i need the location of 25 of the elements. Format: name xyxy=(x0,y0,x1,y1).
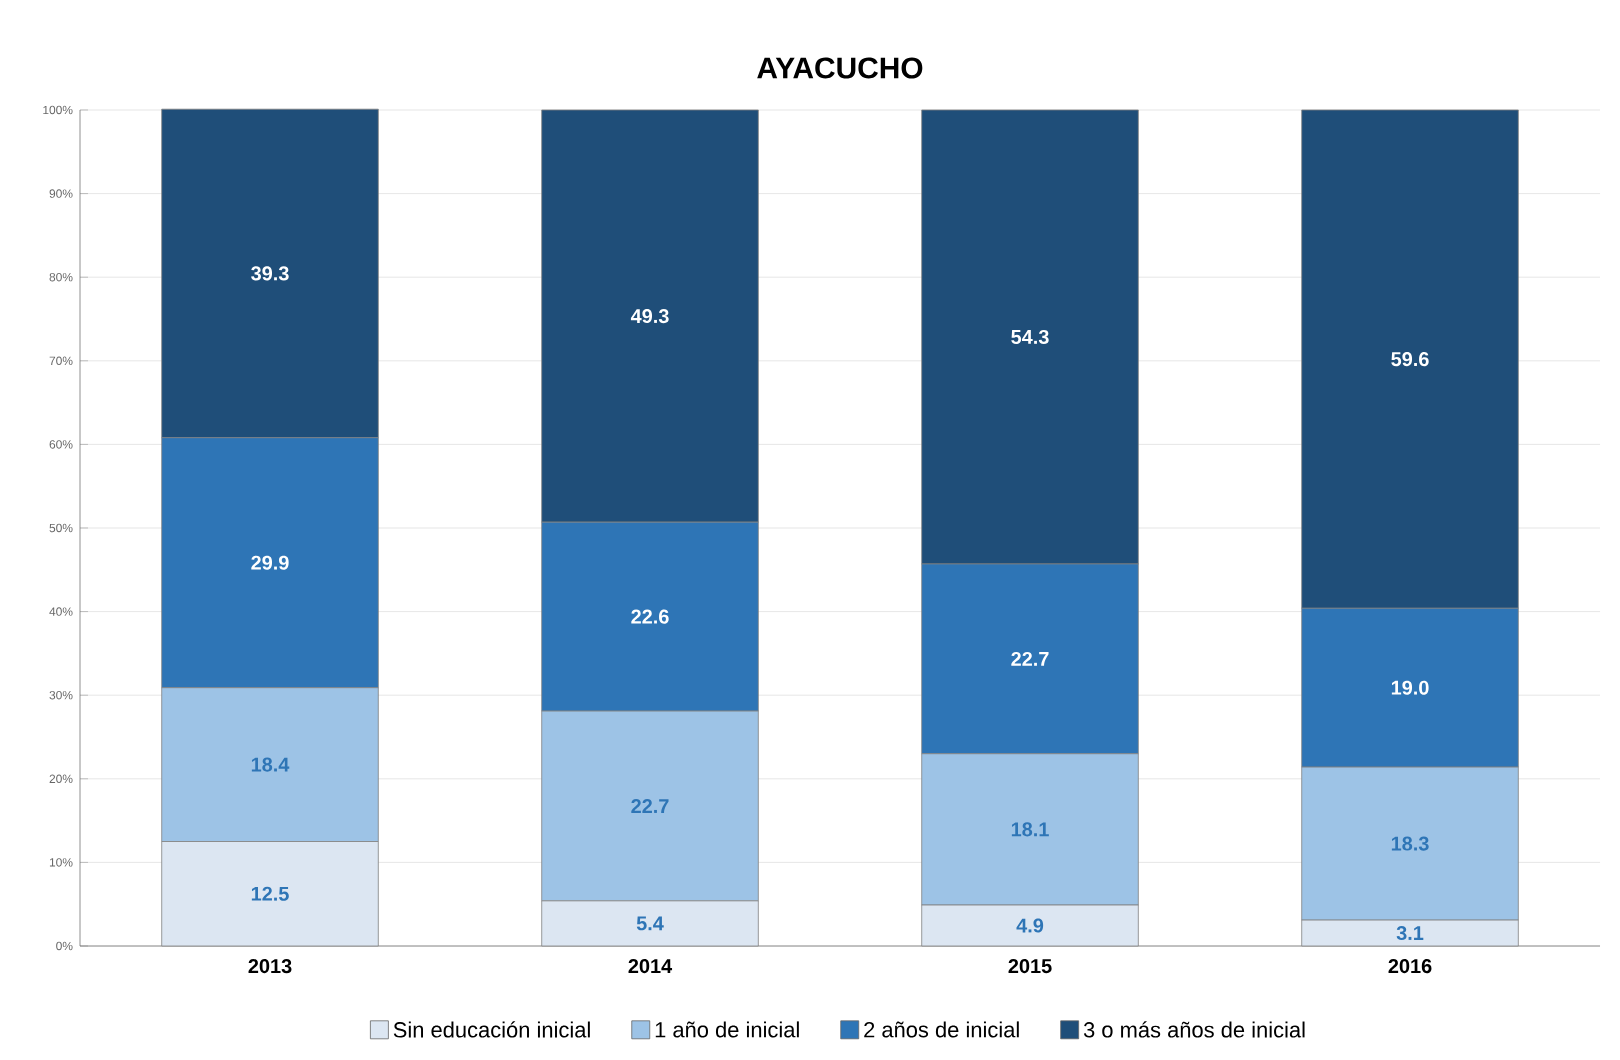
data-label: 18.3 xyxy=(1391,836,1429,851)
legend-label: 2 años de inicial xyxy=(864,1021,1019,1038)
legend-label: 3 o más años de inicial xyxy=(1083,1021,1305,1038)
data-label: 22.7 xyxy=(631,799,669,813)
data-label: 22.7 xyxy=(1011,651,1049,666)
data-label: 12.5 xyxy=(251,886,289,901)
x-tick-label: 2013 xyxy=(248,959,292,974)
data-label: 3.1 xyxy=(1396,925,1424,941)
data-label: 19.0 xyxy=(1391,680,1429,695)
legend-label: Sin educación inicial xyxy=(393,1021,590,1038)
data-label: 18.1 xyxy=(1011,822,1049,837)
data-label: 4.9 xyxy=(1016,918,1044,933)
data-label: 39.3 xyxy=(251,266,289,281)
data-label: 29.9 xyxy=(251,555,289,570)
legend-label: 1 año de inicial xyxy=(655,1021,799,1038)
data-label: 5.4 xyxy=(636,916,664,931)
x-tick-label: 2015 xyxy=(1008,959,1052,974)
chart-title: AYACUCHO xyxy=(757,57,923,79)
data-label: 22.6 xyxy=(631,609,669,624)
data-label: 54.3 xyxy=(1011,329,1049,345)
data-label: 59.6 xyxy=(1391,352,1429,367)
x-tick-label: 2014 xyxy=(628,959,673,974)
data-label: 18.4 xyxy=(251,757,290,772)
data-label: 49.3 xyxy=(630,309,669,324)
x-tick-label: 2016 xyxy=(1388,959,1432,974)
